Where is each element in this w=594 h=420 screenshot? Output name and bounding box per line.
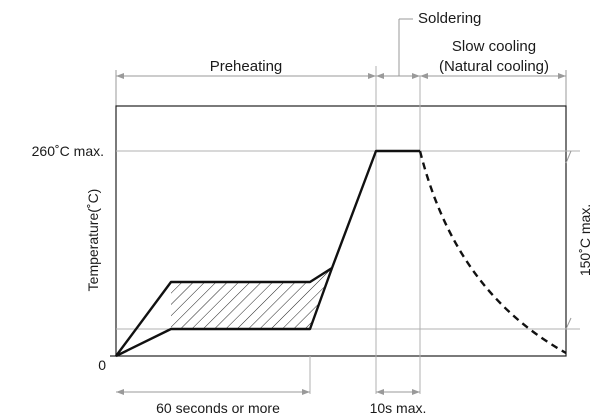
preheating-label: Preheating	[210, 58, 283, 75]
solder-time-label: 10s max.	[370, 400, 427, 416]
arrow-preheat-left	[116, 73, 124, 79]
slow-cooling-label-1: Slow cooling	[452, 38, 536, 55]
y-axis-label: Temperature(˚C)	[85, 189, 101, 292]
peak-temp-label: 260˚C max.	[32, 143, 104, 159]
preheat-hatched-band	[171, 268, 332, 329]
slow-cooling-label-2: (Natural cooling)	[439, 58, 549, 75]
arrow-solder-left	[376, 73, 384, 79]
arrow-solder-time-right	[412, 389, 420, 395]
cool-limit-tick-bottom	[566, 318, 571, 329]
arrow-solder-right	[412, 73, 420, 79]
arrow-time-left	[116, 389, 124, 395]
arrow-solder-time-left	[376, 389, 384, 395]
cool-limit-tick-top	[566, 151, 571, 163]
soldering-callout-line	[399, 19, 413, 76]
arrow-preheat-right	[368, 73, 376, 79]
cool-limit-label: 150˚C max.	[577, 204, 593, 276]
preheat-time-label: 60 seconds or more	[156, 400, 280, 416]
arrow-cool-left	[420, 73, 428, 79]
cooling-curve	[420, 151, 566, 353]
arrow-time-right	[302, 389, 310, 395]
zero-label: 0	[98, 357, 106, 373]
arrow-cool-right	[558, 73, 566, 79]
soldering-label: Soldering	[418, 10, 481, 27]
